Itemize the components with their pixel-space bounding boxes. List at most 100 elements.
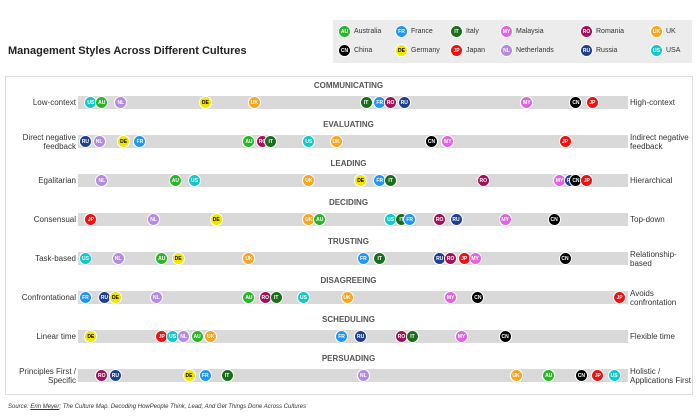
country-code: DE <box>120 138 128 145</box>
country-dot: IT <box>384 174 398 187</box>
country-dot: UK <box>302 174 316 187</box>
country-code: RO <box>446 255 455 262</box>
country-dot: CN <box>574 369 588 382</box>
scale-bar <box>78 96 628 109</box>
country-dot: AU <box>95 96 109 109</box>
legend-label: Romania <box>596 28 625 35</box>
country-dot: MY <box>500 25 513 38</box>
country-code: NL <box>117 99 125 106</box>
legend-item: RO Romania <box>580 25 624 38</box>
country-dot: FR <box>78 291 92 304</box>
country-code: UK <box>245 255 253 262</box>
country-code: RU <box>81 138 90 145</box>
country-code: DE <box>398 47 405 54</box>
right-label: Flexible time <box>630 317 694 357</box>
right-label: Avoids confrontation <box>630 278 694 318</box>
country-code: IT <box>410 333 415 340</box>
country-dot: AU <box>190 330 204 343</box>
left-label: Low-context <box>4 83 76 123</box>
country-code: FR <box>398 28 405 35</box>
country-dot: IT <box>405 330 419 343</box>
country-code: JP <box>158 333 165 340</box>
country-code: MY <box>457 333 466 340</box>
country-code: US <box>87 99 95 106</box>
country-dot: RU <box>108 369 122 382</box>
legend-item: IT Italy <box>450 25 479 38</box>
legend-item: DE Germany <box>395 44 440 57</box>
country-code: RU <box>111 372 120 379</box>
country-dot: US <box>650 44 663 57</box>
legend-item: US USA <box>650 44 680 57</box>
country-dot: JP <box>84 213 98 226</box>
legend-item: UK UK <box>650 25 676 38</box>
left-label-text: Direct negative feedback <box>22 132 76 151</box>
country-dot: AU <box>155 252 169 265</box>
country-dot: NL <box>149 291 163 304</box>
country-code: JP <box>594 372 601 379</box>
right-label-text: Flexible time <box>630 332 675 341</box>
source: Source: Erin Meyer; The Culture Map. Dec… <box>8 404 307 410</box>
country-code: IT <box>377 255 382 262</box>
left-label: Task-based <box>4 239 76 279</box>
scale-bar <box>78 369 628 382</box>
country-code: AU <box>158 255 166 262</box>
country-code: UK <box>305 177 313 184</box>
country-dot: AU <box>313 213 327 226</box>
country-code: UK <box>207 333 215 340</box>
scale-title: LEADING <box>330 159 367 168</box>
country-dot: CN <box>338 44 351 57</box>
right-label: Top-down <box>630 200 694 240</box>
left-label: Egalitarian <box>4 161 76 201</box>
country-dot: AU <box>338 25 351 38</box>
scale-title: DECIDING <box>328 198 369 207</box>
country-code: NL <box>152 294 160 301</box>
country-code: AU <box>171 177 179 184</box>
legend-label: Japan <box>466 47 486 54</box>
country-code: JP <box>453 47 460 54</box>
country-dot: IT <box>269 291 283 304</box>
country-dot: RU <box>78 135 92 148</box>
country-dot: IT <box>264 135 278 148</box>
country-code: UK <box>332 138 340 145</box>
legend-label: Malaysia <box>516 28 544 35</box>
country-dot: JP <box>450 44 463 57</box>
country-dot: RU <box>449 213 463 226</box>
country-code: US <box>305 138 313 145</box>
country-dot: DE <box>171 252 185 265</box>
right-label-text: High-context <box>630 98 675 107</box>
country-dot: UK <box>509 369 523 382</box>
country-dot: FR <box>335 330 349 343</box>
country-dot: NL <box>356 369 370 382</box>
country-code: US <box>81 255 89 262</box>
country-code: FR <box>338 333 345 340</box>
legend: AU Australia FR France IT Italy MY Malaysia RO Ro… <box>333 20 692 63</box>
country-code: FR <box>376 99 384 106</box>
country-dot: DE <box>209 213 223 226</box>
country-code: CN <box>572 177 580 184</box>
legend-label: USA <box>666 47 681 54</box>
right-label: Relationship-based <box>630 239 694 279</box>
left-label: Consensual <box>4 200 76 240</box>
country-code: NL <box>360 372 367 379</box>
left-label-text: Confrontational <box>21 293 76 302</box>
country-code: DE <box>201 99 209 106</box>
country-dot: AU <box>242 291 256 304</box>
country-dot: DE <box>84 330 98 343</box>
country-dot: US <box>78 252 92 265</box>
country-dot: RO <box>95 369 109 382</box>
country-dot: JP <box>558 135 572 148</box>
country-dot: UK <box>302 213 316 226</box>
country-dot: UK <box>329 135 343 148</box>
country-dot: RO <box>384 96 398 109</box>
country-code: AU <box>545 372 553 379</box>
country-code: DE <box>357 177 365 184</box>
country-dot: DE <box>182 369 196 382</box>
country-dot: AU <box>168 174 182 187</box>
country-dot: UK <box>650 25 663 38</box>
country-dot: FR <box>356 252 370 265</box>
country-code: MY <box>446 294 455 301</box>
legend-label: Germany <box>411 47 440 54</box>
left-label-text: Task-based <box>35 254 76 263</box>
country-dot: US <box>607 369 621 382</box>
